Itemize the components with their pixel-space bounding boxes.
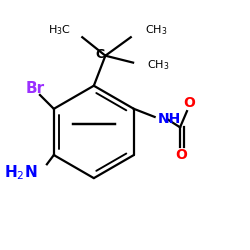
Text: Br: Br xyxy=(26,80,45,96)
Text: CH$_3$: CH$_3$ xyxy=(147,58,170,72)
Text: CH$_3$: CH$_3$ xyxy=(145,24,167,37)
Text: H$_3$C: H$_3$C xyxy=(48,24,71,37)
Text: O: O xyxy=(175,148,187,162)
Text: NH: NH xyxy=(158,112,181,126)
Text: O: O xyxy=(183,96,195,110)
Text: H$_2$N: H$_2$N xyxy=(4,163,38,182)
Text: C: C xyxy=(95,48,104,61)
